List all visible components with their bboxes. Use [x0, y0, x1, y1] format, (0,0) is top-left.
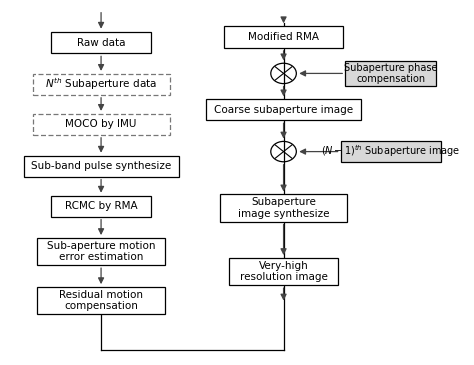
FancyBboxPatch shape: [224, 26, 343, 48]
Text: Sub-band pulse synthesize: Sub-band pulse synthesize: [31, 161, 171, 171]
Text: Sub-aperture motion
error estimation: Sub-aperture motion error estimation: [47, 241, 155, 262]
FancyBboxPatch shape: [51, 196, 151, 217]
Text: Subaperture
image synthesize: Subaperture image synthesize: [238, 197, 329, 219]
FancyBboxPatch shape: [229, 258, 338, 285]
FancyBboxPatch shape: [51, 32, 151, 53]
Text: Residual motion
compensation: Residual motion compensation: [59, 290, 143, 311]
FancyBboxPatch shape: [345, 61, 437, 86]
Text: Raw data: Raw data: [77, 38, 125, 47]
Text: $(N-1)^{th}$ Subaperture image: $(N-1)^{th}$ Subaperture image: [321, 144, 460, 160]
FancyBboxPatch shape: [37, 287, 165, 314]
Text: Modified RMA: Modified RMA: [248, 32, 319, 42]
FancyBboxPatch shape: [24, 155, 179, 177]
Text: RCMC by RMA: RCMC by RMA: [65, 201, 137, 211]
Text: MOCO by IMU: MOCO by IMU: [65, 119, 137, 129]
Text: Very-high
resolution image: Very-high resolution image: [240, 261, 328, 283]
FancyBboxPatch shape: [33, 74, 170, 95]
FancyBboxPatch shape: [37, 238, 165, 265]
FancyBboxPatch shape: [219, 194, 347, 222]
Text: Subaperture phase
compensation: Subaperture phase compensation: [344, 63, 438, 84]
Text: $N^{th}$ Subaperture data: $N^{th}$ Subaperture data: [45, 76, 157, 92]
Text: Coarse subaperture image: Coarse subaperture image: [214, 105, 353, 115]
FancyBboxPatch shape: [206, 99, 361, 120]
FancyBboxPatch shape: [33, 114, 170, 135]
FancyBboxPatch shape: [341, 141, 441, 162]
